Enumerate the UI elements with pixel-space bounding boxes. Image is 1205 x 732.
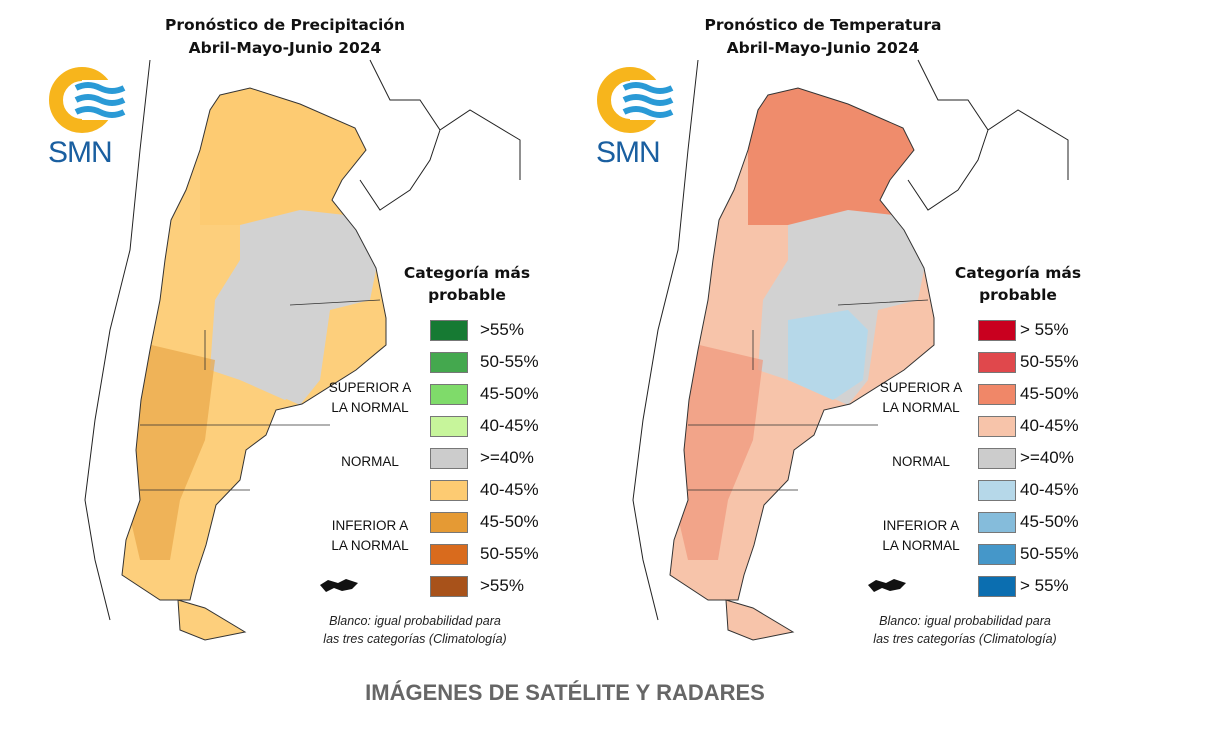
title-line: Pronóstico de Precipitación (164, 16, 405, 34)
forecast-regions (122, 88, 386, 640)
label-line: INFERIOR A (882, 518, 960, 533)
note-line: las tres categorías (Climatología) (873, 632, 1057, 646)
legend-note: Blanco: igual probabilidad para las tres … (835, 612, 1095, 648)
legend-label: >55% (480, 576, 524, 595)
inferior-label: INFERIOR A LA NORMAL (866, 516, 976, 556)
logo-text: SMN (596, 136, 661, 169)
argentina-outline (121, 87, 387, 601)
legend-swatch (978, 416, 1016, 437)
legend-label: 45-50% (480, 384, 539, 403)
title-subline: Abril-Mayo-Junio 2024 (188, 39, 382, 57)
legend-label: >=40% (480, 448, 534, 467)
note-line: las tres categorías (Climatología) (323, 632, 507, 646)
normal-label: NORMAL (892, 454, 950, 469)
legend-title: Categoría más probable (938, 262, 1098, 306)
smn-logo: SMN (596, 66, 676, 169)
legend-swatch (978, 320, 1016, 341)
legend-note: Blanco: igual probabilidad para las tres … (285, 612, 545, 648)
legend-swatch (430, 416, 468, 437)
legend-label: 40-45% (480, 416, 539, 435)
legend-title-line: Categoría más (954, 264, 1082, 282)
temperature-forecast-panel: Pronóstico de Temperatura Abril-Mayo-Juni… (548, 0, 1108, 660)
label-line: SUPERIOR A (328, 380, 412, 395)
note-line: Blanco: igual probabilidad para (329, 614, 501, 628)
note-line: Blanco: igual probabilidad para (879, 614, 1051, 628)
legend-label: 45-50% (1020, 384, 1079, 403)
argentina-outline (669, 87, 935, 601)
malvinas-islands (868, 579, 906, 592)
superior-label: SUPERIOR A LA NORMAL (866, 378, 976, 418)
province-borders (140, 299, 381, 491)
title-subline: Abril-Mayo-Junio 2024 (726, 39, 920, 57)
legend-label: > 55% (1020, 320, 1069, 339)
label-line: INFERIOR A (331, 518, 409, 533)
normal-label: NORMAL (341, 454, 399, 469)
chile-coast (632, 59, 699, 621)
forecast-regions (670, 88, 934, 640)
smn-logo-icon (597, 67, 676, 133)
legend-swatch (978, 448, 1016, 469)
label-line: LA NORMAL (331, 400, 409, 415)
legend-swatch (978, 544, 1016, 565)
neighbor-borders (359, 59, 521, 211)
legend-swatch (430, 448, 468, 469)
legend-swatch (978, 480, 1016, 501)
legend-swatch (430, 512, 468, 533)
map-title: Pronóstico de Precipitación Abril-Mayo-Ju… (5, 14, 565, 60)
inferior-label: INFERIOR A LA NORMAL (315, 516, 425, 556)
title-line: Pronóstico de Temperatura (704, 16, 942, 34)
legend-label: >=40% (1020, 448, 1074, 467)
legend-swatch (978, 576, 1016, 597)
legend-swatch (978, 384, 1016, 405)
legend-label: > 55% (1020, 576, 1069, 595)
legend-swatch (430, 352, 468, 373)
legend-swatch (978, 352, 1016, 373)
legend-label: 50-55% (1020, 544, 1079, 563)
legend-swatch (430, 544, 468, 565)
forecast-map (632, 59, 1069, 641)
precipitation-forecast-panel: Pronóstico de Precipitación Abril-Mayo-Ju… (0, 0, 560, 660)
legend-swatch (430, 480, 468, 501)
legend-label: 45-50% (1020, 512, 1079, 531)
legend-label: 50-55% (480, 352, 539, 371)
province-borders (688, 299, 929, 491)
label-line: LA NORMAL (882, 538, 960, 553)
legend-title-line: Categoría más (403, 264, 531, 282)
superior-label: SUPERIOR A LA NORMAL (315, 378, 425, 418)
legend-swatch (978, 512, 1016, 533)
legend-label: 50-55% (1020, 352, 1079, 371)
malvinas-islands (320, 579, 358, 592)
label-line: SUPERIOR A (879, 380, 963, 395)
legend-label: 40-45% (1020, 416, 1079, 435)
legend-swatch (430, 320, 468, 341)
neighbor-borders (907, 59, 1069, 211)
legend-swatch (430, 576, 468, 597)
legend-label: 40-45% (1020, 480, 1079, 499)
forecast-map (84, 59, 521, 641)
map-title: Pronóstico de Temperatura Abril-Mayo-Juni… (543, 14, 1103, 60)
section-heading-satellite-radar[interactable]: IMÁGENES DE SATÉLITE Y RADARES (365, 680, 765, 705)
legend-label: 40-45% (480, 480, 539, 499)
legend-label: 50-55% (480, 544, 539, 563)
legend-title-line: probable (979, 286, 1057, 304)
label-line: LA NORMAL (882, 400, 960, 415)
smn-logo: SMN (48, 66, 128, 169)
smn-logo-icon (49, 67, 128, 133)
label-line: LA NORMAL (331, 538, 409, 553)
legend-label: 45-50% (480, 512, 539, 531)
legend-label: >55% (480, 320, 524, 339)
legend-title-line: probable (428, 286, 506, 304)
logo-text: SMN (48, 136, 113, 169)
legend-swatch (430, 384, 468, 405)
chile-coast (84, 59, 151, 621)
legend-title: Categoría más probable (387, 262, 547, 306)
